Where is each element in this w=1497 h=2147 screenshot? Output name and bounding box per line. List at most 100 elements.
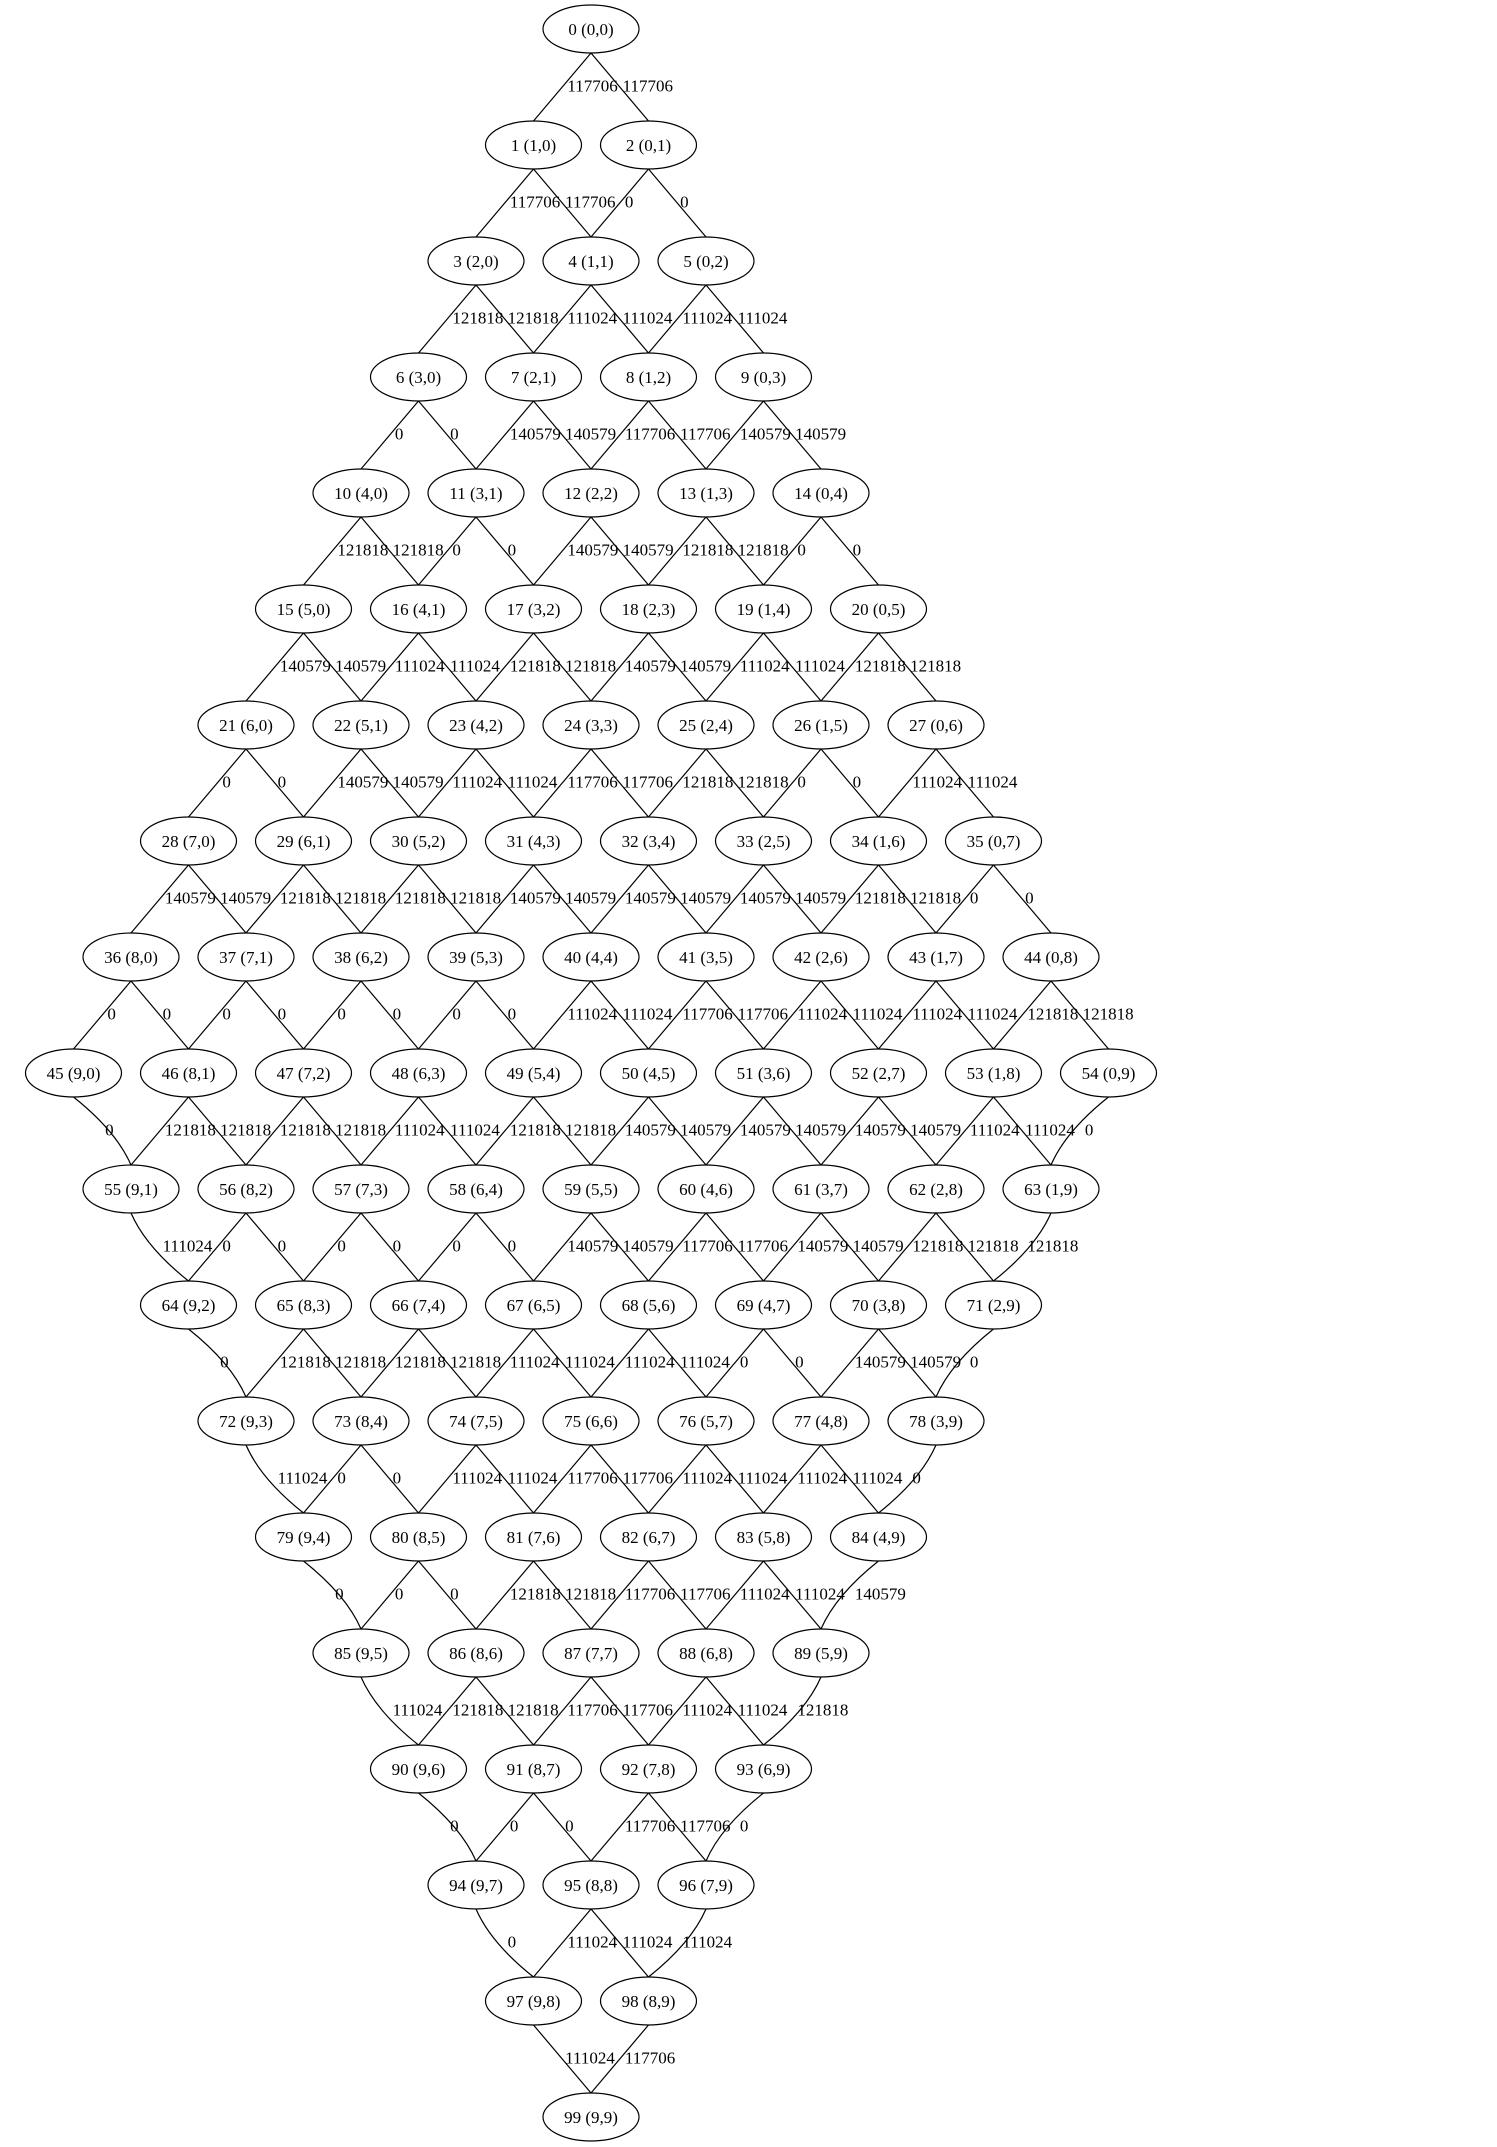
edge-label-48-58: 111024	[450, 1121, 500, 1140]
node-52: 52 (2,7)	[829, 1048, 928, 1098]
node-35: 35 (0,7)	[944, 816, 1043, 866]
node-ellipse	[714, 1280, 813, 1330]
edge-65-72	[245, 1328, 304, 1398]
edge-82-88	[648, 1560, 707, 1630]
edge-48-57	[360, 1096, 419, 1166]
node-34: 34 (1,6)	[829, 816, 928, 866]
edge-label-75-81: 117706	[567, 1469, 617, 1488]
node-label: 27 (0,6)	[909, 716, 963, 735]
edge-37-46	[188, 980, 247, 1050]
edge-label-75-82: 117706	[623, 1469, 673, 1488]
edge-label-60-68: 117706	[682, 1237, 732, 1256]
edge-label-94-97: 0	[508, 1933, 516, 1952]
node-80: 80 (8,5)	[369, 1512, 468, 1562]
node-label: 47 (7,2)	[277, 1064, 331, 1083]
edge-label-5-9: 111024	[738, 309, 788, 328]
node-label: 62 (2,8)	[909, 1180, 963, 1199]
edge-22-30	[360, 748, 419, 818]
edge-label-48-57: 111024	[395, 1121, 445, 1140]
node-88: 88 (6,8)	[657, 1628, 755, 1678]
node-92: 92 (7,8)	[599, 1744, 698, 1794]
edge-59-68	[590, 1212, 649, 1282]
node-label: 76 (5,7)	[679, 1412, 733, 1431]
edge-77-83	[763, 1444, 822, 1514]
node-label: 50 (4,5)	[622, 1064, 676, 1083]
edge-label-87-91: 117706	[567, 1701, 617, 1720]
edge-label-32-40: 140579	[625, 889, 676, 908]
edge-46-56	[188, 1096, 247, 1166]
node-87: 87 (7,7)	[542, 1628, 640, 1678]
edge-61-69	[763, 1212, 822, 1282]
node-94: 94 (9,7)	[427, 1860, 525, 1910]
edge-68-76	[648, 1328, 707, 1398]
node-84: 84 (4,9)	[829, 1512, 928, 1562]
node-ellipse	[427, 1396, 525, 1446]
node-54: 54 (0,9)	[1059, 1048, 1158, 1098]
edge-label-59-68: 140579	[623, 1237, 674, 1256]
node-ellipse	[887, 700, 985, 750]
edge-label-51-61: 140579	[795, 1121, 846, 1140]
edge-label-96-98: 111024	[682, 1933, 732, 1952]
node-41: 41 (3,5)	[657, 932, 755, 982]
edge-55-64	[130, 1212, 189, 1282]
edge-51-61	[763, 1096, 822, 1166]
node-label: 44 (0,8)	[1024, 948, 1078, 967]
edge-25-33	[705, 748, 764, 818]
edge-label-21-28: 0	[222, 773, 231, 792]
node-68: 68 (5,6)	[599, 1280, 698, 1330]
node-40: 40 (4,4)	[542, 932, 640, 982]
node-ellipse	[254, 1048, 353, 1098]
edge-label-70-78: 140579	[910, 1353, 961, 1372]
edge-25-32	[648, 748, 707, 818]
edge-86-91	[475, 1676, 534, 1746]
edge-label-52-61: 140579	[855, 1121, 906, 1140]
node-13: 13 (1,3)	[657, 468, 755, 518]
edge-label-46-55: 121818	[165, 1121, 216, 1140]
edge-label-50-60: 140579	[680, 1121, 731, 1140]
edge-label-57-65: 0	[337, 1237, 346, 1256]
node-ellipse	[1002, 932, 1100, 982]
edge-label-5-8: 111024	[682, 309, 732, 328]
edge-57-65	[303, 1212, 362, 1282]
edge-label-11-17: 0	[508, 541, 516, 560]
node-label: 37 (7,1)	[219, 948, 273, 967]
edge-label-19-25: 111024	[740, 657, 790, 676]
edge-label-32-41: 140579	[680, 889, 731, 908]
edge-87-92	[590, 1676, 649, 1746]
node-label: 73 (8,4)	[334, 1412, 388, 1431]
edge-83-88	[705, 1560, 764, 1630]
node-label: 25 (2,4)	[679, 716, 733, 735]
node-ellipse	[82, 932, 180, 982]
node-48: 48 (6,3)	[369, 1048, 468, 1098]
edge-label-97-99: 111024	[565, 2049, 615, 2068]
edge-label-40-49: 111024	[567, 1005, 617, 1024]
edge-28-36	[130, 864, 189, 934]
edge-label-92-96: 117706	[680, 1817, 730, 1836]
node-label: 31 (4,3)	[507, 832, 561, 851]
edge-66-73	[360, 1328, 419, 1398]
edge-label-69-76: 0	[740, 1353, 749, 1372]
node-label: 86 (8,6)	[449, 1644, 503, 1663]
node-ellipse	[542, 4, 640, 54]
node-ellipse	[369, 816, 468, 866]
node-label: 9 (0,3)	[741, 368, 786, 387]
node-ellipse	[772, 1164, 870, 1214]
node-73: 73 (8,4)	[312, 1396, 410, 1446]
edge-30-38	[360, 864, 419, 934]
edge-label-51-60: 140579	[740, 1121, 791, 1140]
edge-label-41-51: 117706	[738, 1005, 788, 1024]
edge-label-73-79: 0	[337, 1469, 346, 1488]
node-ellipse	[829, 1048, 928, 1098]
node-ellipse	[312, 468, 410, 518]
node-14: 14 (0,4)	[772, 468, 870, 518]
edge-10-16	[360, 516, 419, 586]
edge-93-96	[705, 1792, 764, 1862]
edge-32-40	[590, 864, 649, 934]
node-67: 67 (6,5)	[484, 1280, 583, 1330]
node-ellipse	[254, 584, 353, 634]
node-27: 27 (0,6)	[887, 700, 985, 750]
node-ellipse	[829, 1512, 928, 1562]
node-ellipse	[714, 584, 813, 634]
edge-label-34-42: 121818	[855, 889, 906, 908]
node-37: 37 (7,1)	[197, 932, 295, 982]
